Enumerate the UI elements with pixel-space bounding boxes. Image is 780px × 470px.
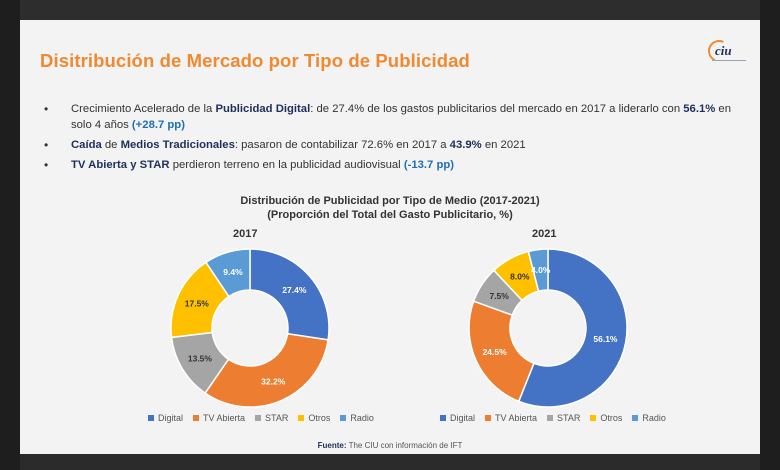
chart-heading-line1: Distribución de Publicidad por Tipo de M… [240, 195, 540, 207]
bullet-text: Crecimiento Acelerado de la Publicidad D… [71, 103, 732, 131]
window-top-bar [0, 0, 780, 20]
bullet-dot: • [44, 102, 49, 116]
legend-entry: TV Abierta [485, 413, 537, 423]
logo-text: ciu [715, 43, 732, 58]
data-label: 27.4% [282, 285, 307, 295]
legend-swatch [298, 415, 305, 421]
data-label: 24.5% [483, 347, 508, 357]
legend-label: Digital [158, 413, 184, 423]
donut-slice-tv-abierta [204, 332, 329, 408]
legend-swatch [547, 415, 554, 421]
legend-label: Radio [642, 413, 666, 423]
legend-label: TV Abierta [495, 413, 538, 423]
data-label: 13.5% [188, 353, 213, 363]
window-right-border [760, 0, 780, 470]
legend-swatch [148, 415, 154, 421]
legend-swatch [485, 415, 492, 421]
chart-legend-2021: Digital TV Abierta STAR Otros Radio [440, 413, 666, 423]
donut-slice-tv-abierta [468, 300, 535, 403]
bullet-item: • Crecimiento Acelerado de la Publicidad… [44, 101, 744, 133]
legend-label: Otros [308, 413, 331, 423]
data-label: 17.5% [185, 299, 210, 309]
bullet-dot: • [44, 158, 49, 172]
donut-slice-radio [204, 248, 251, 298]
donut-chart-2021: 56.1% 24.5% 7.5%8.0%4.0% [468, 248, 628, 408]
legend-label: Radio [350, 413, 374, 423]
legend-entry: Digital [440, 413, 475, 423]
legend-label: STAR [557, 413, 581, 423]
legend-entry: Otros [590, 413, 622, 423]
legend-label: TV Abierta [203, 413, 246, 423]
bullet-text: TV Abierta y STAR perdieron terreno en l… [71, 159, 455, 171]
data-label: 4.0% [531, 265, 551, 275]
legend-label: Otros [600, 413, 623, 423]
legend-label: Digital [450, 413, 476, 423]
legend-entry: Otros [298, 413, 330, 423]
chart-heading: Distribución de Publicidad por Tipo de M… [20, 194, 760, 222]
legend-entry: Digital [148, 413, 183, 423]
chart-2017-title: 2017 [233, 228, 258, 240]
slide-title: Disitribución de Mercado por Tipo de Pub… [40, 50, 470, 71]
bullet-text: Caída de Medios Tradicionales: pasaron d… [71, 139, 526, 151]
data-label: 56.1% [593, 334, 618, 344]
bullet-list: • Crecimiento Acelerado de la Publicidad… [44, 101, 744, 177]
window-left-border [0, 0, 20, 470]
legend-entry: STAR [255, 413, 288, 423]
legend-entry: Radio [340, 413, 374, 423]
data-label: 32.2% [261, 377, 286, 387]
bullet-item: • TV Abierta y STAR perdieron terreno en… [44, 157, 744, 173]
legend-label: STAR [265, 413, 289, 423]
donut-slice-radio [527, 248, 549, 293]
legend-entry: TV Abierta [193, 413, 245, 423]
chart-heading-line2: (Proporción del Total del Gasto Publicit… [267, 209, 513, 221]
donut-slice-digital [249, 248, 330, 341]
legend-entry: Radio [632, 413, 666, 423]
source-note: Fuente: The CIU con información de IFT [317, 441, 463, 450]
legend-swatch [440, 415, 446, 421]
legend-swatch [590, 415, 597, 421]
donut-chart-2017: 27.4% 32.2% 13.5% 17.5% 9.4% [170, 248, 330, 408]
legend-swatch [255, 415, 262, 421]
chart-2021-title: 2021 [532, 228, 557, 240]
legend-swatch [340, 415, 347, 421]
legend-swatch [632, 415, 639, 421]
legend-entry: STAR [547, 413, 580, 423]
bullet-dot: • [44, 138, 49, 152]
chart-legend-2017: Digital TV Abierta STAR Otros Radio [148, 413, 374, 423]
data-label: 7.5% [489, 291, 509, 301]
legend-swatch [193, 415, 200, 421]
donut-slice-digital [517, 248, 628, 408]
ciu-logo: ciu [704, 36, 746, 68]
presentation-slide: Disitribución de Mercado por Tipo de Pub… [20, 20, 760, 454]
logo-underline [712, 60, 746, 66]
bullet-item: • Caída de Medios Tradicionales: pasaron… [44, 137, 744, 153]
data-label: 8.0% [510, 272, 530, 282]
data-label: 9.4% [223, 267, 243, 277]
